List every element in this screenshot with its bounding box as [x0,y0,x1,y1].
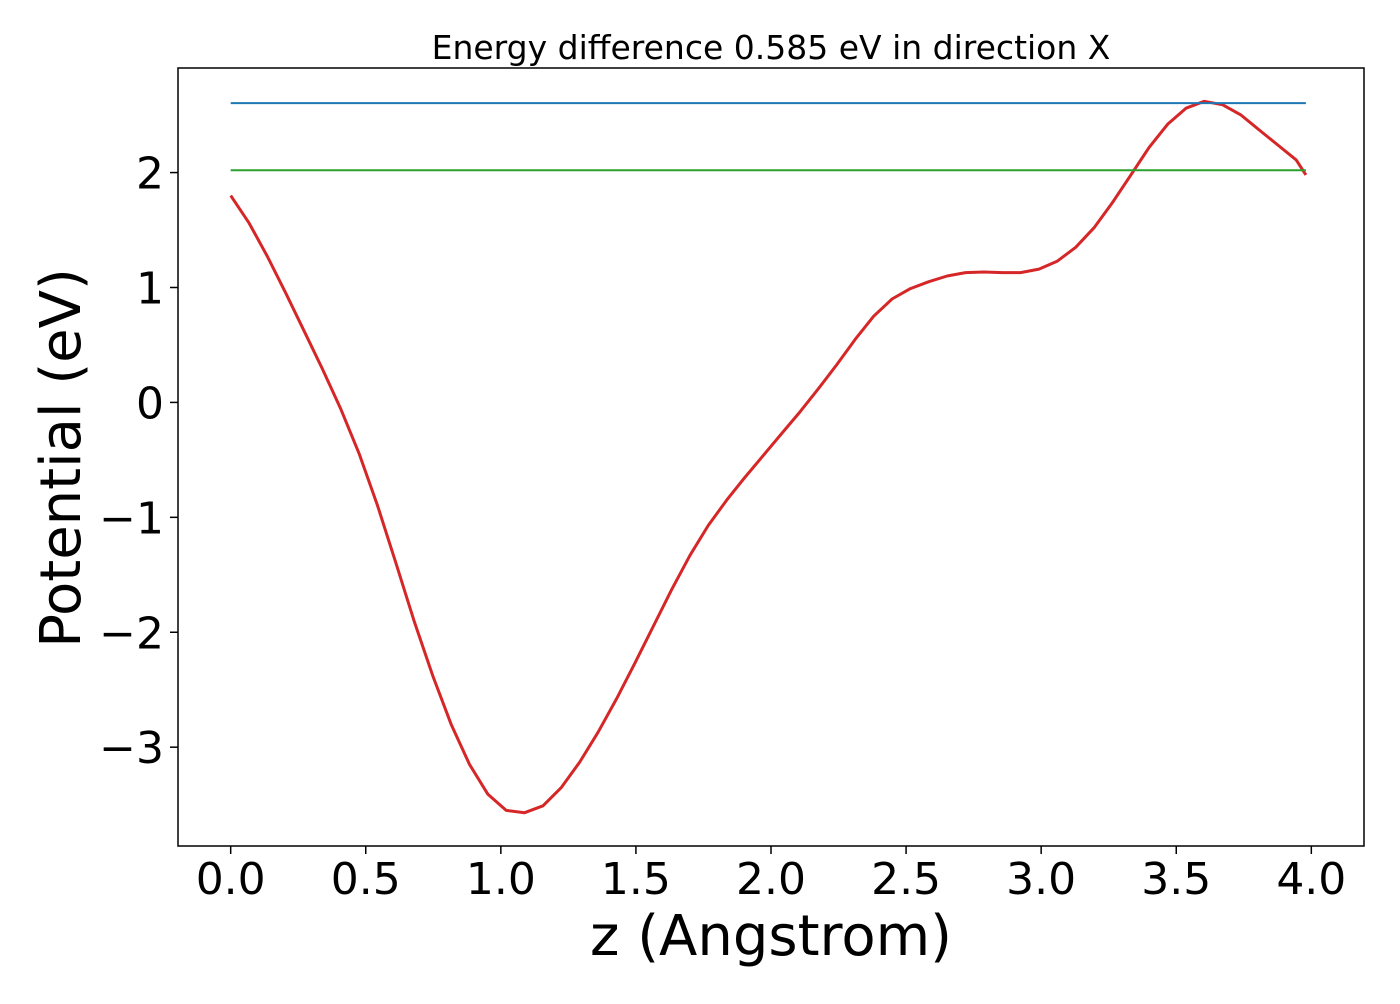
x-tick-label: 2.5 [871,854,941,905]
series-line-0 [229,99,1308,815]
chart-title: Energy difference 0.585 eV in direction … [432,28,1111,67]
x-tick-label: 3.5 [1141,854,1211,905]
x-tick-label: 2.0 [736,854,806,905]
y-tick-label: −1 [99,493,164,544]
x-tick-label: 1.0 [466,854,536,905]
x-tick-label: 0.5 [331,854,401,905]
plot-frame [177,67,1365,847]
y-tick-label: 0 [136,378,164,429]
x-tick-label: 3.0 [1006,854,1076,905]
y-tick-label: −3 [99,723,164,774]
y-tick-label: 1 [136,263,164,314]
x-tick-label: 4.0 [1276,854,1346,905]
x-tick-label: 0.0 [196,854,266,905]
y-tick-label: 2 [136,149,164,200]
plot-area: 0.0 0.5 1.0 1.5 2.0 2.5 3.0 3.5 4.0 −3 −2 −1 0 1 2 [99,67,1365,905]
y-axis-title: Potential (eV) [29,268,94,648]
x-tick-label: 1.5 [601,854,671,905]
y-tick-label: −2 [99,608,164,659]
x-axis-title: z (Angstrom) [590,904,952,969]
